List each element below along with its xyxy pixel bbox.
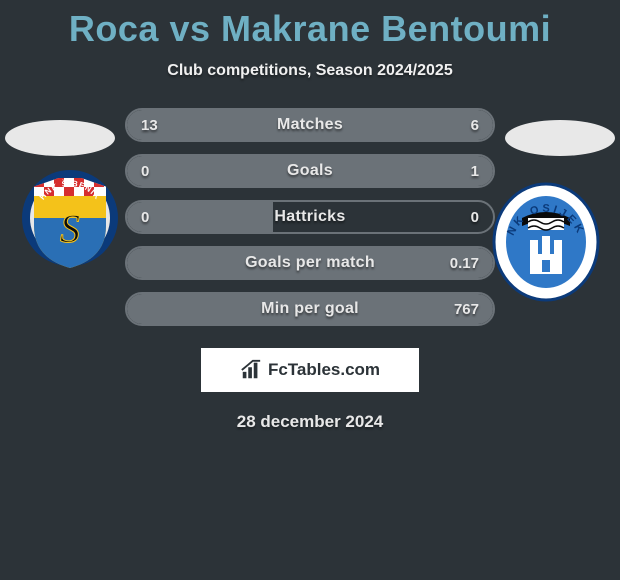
- club-crest-osijek: NK OSIJEK: [492, 182, 600, 302]
- vs-text: vs: [169, 8, 210, 49]
- brand-text: FcTables.com: [268, 360, 380, 380]
- stat-label: Matches: [127, 116, 493, 134]
- stat-label: Min per goal: [127, 300, 493, 318]
- player-a-name: Roca: [69, 8, 159, 49]
- brand-box: FcTables.com: [201, 348, 419, 392]
- stat-bar-hattricks: 0 Hattricks 0: [125, 200, 495, 234]
- player-b-name: Makrane Bentoumi: [221, 8, 551, 49]
- stat-label: Hattricks: [127, 208, 493, 226]
- stat-value-right: 1: [471, 163, 479, 180]
- svg-text:S: S: [60, 206, 80, 251]
- stat-value-right: 6: [471, 117, 479, 134]
- stat-value-right: 767: [454, 301, 479, 318]
- subtitle: Club competitions, Season 2024/2025: [0, 62, 620, 80]
- club-crest-sibenik: S HNK ŠIBENIK: [20, 168, 120, 278]
- player-a-photo-placeholder: [5, 120, 115, 156]
- bar-chart-icon: [240, 359, 262, 381]
- stat-label: Goals per match: [127, 254, 493, 272]
- stat-bar-goals: 0 Goals 1: [125, 154, 495, 188]
- stat-value-right: 0.17: [450, 255, 479, 272]
- comparison-title: Roca vs Makrane Bentoumi: [0, 0, 620, 50]
- stat-label: Goals: [127, 162, 493, 180]
- stat-value-right: 0: [471, 209, 479, 226]
- stat-bar-matches: 13 Matches 6: [125, 108, 495, 142]
- player-b-photo-placeholder: [505, 120, 615, 156]
- stat-bar-min-per-goal: Min per goal 767: [125, 292, 495, 326]
- stat-bars: 13 Matches 6 0 Goals 1 0 Hattricks 0 Goa…: [125, 108, 495, 326]
- generated-date: 28 december 2024: [0, 412, 620, 432]
- stat-bar-goals-per-match: Goals per match 0.17: [125, 246, 495, 280]
